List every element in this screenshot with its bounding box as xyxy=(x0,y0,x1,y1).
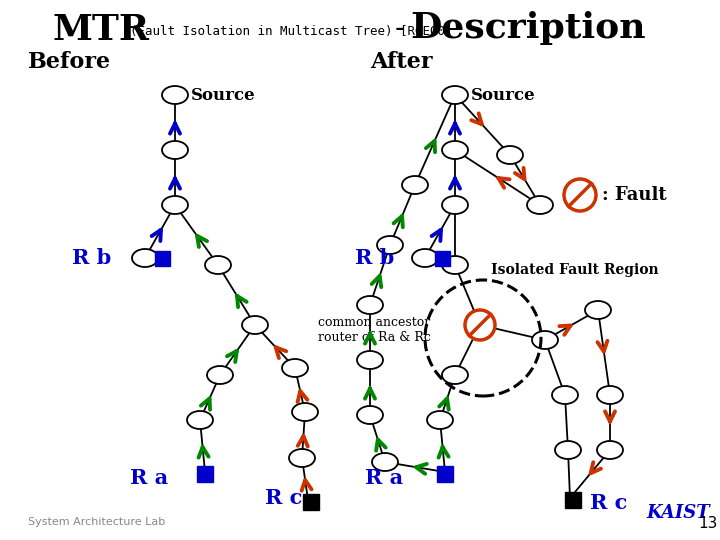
Text: Isolated Fault Region: Isolated Fault Region xyxy=(491,263,659,277)
Text: R b: R b xyxy=(72,248,112,268)
Ellipse shape xyxy=(162,141,188,159)
Ellipse shape xyxy=(555,441,581,459)
Text: -: - xyxy=(395,15,414,43)
Circle shape xyxy=(465,310,495,340)
Bar xyxy=(565,492,581,508)
Ellipse shape xyxy=(402,176,428,194)
Text: 13: 13 xyxy=(698,516,717,531)
Bar xyxy=(197,466,213,482)
Text: After: After xyxy=(370,51,433,73)
Ellipse shape xyxy=(442,366,468,384)
Ellipse shape xyxy=(242,316,268,334)
Ellipse shape xyxy=(412,249,438,267)
Ellipse shape xyxy=(357,296,383,314)
Text: R c: R c xyxy=(265,488,302,508)
Ellipse shape xyxy=(442,196,468,214)
Text: System Architecture Lab: System Architecture Lab xyxy=(28,517,166,527)
Ellipse shape xyxy=(527,196,553,214)
Ellipse shape xyxy=(357,406,383,424)
Text: MTR: MTR xyxy=(52,13,149,47)
Text: R b: R b xyxy=(355,248,395,268)
Ellipse shape xyxy=(207,366,233,384)
Ellipse shape xyxy=(292,403,318,421)
Ellipse shape xyxy=(162,86,188,104)
Ellipse shape xyxy=(497,146,523,164)
Text: KAIST: KAIST xyxy=(646,504,710,522)
Ellipse shape xyxy=(597,441,623,459)
Text: common ancestor
router of Ra & Rc: common ancestor router of Ra & Rc xyxy=(318,316,431,344)
Ellipse shape xyxy=(427,411,453,429)
Ellipse shape xyxy=(357,351,383,369)
Ellipse shape xyxy=(187,411,213,429)
Ellipse shape xyxy=(552,386,578,404)
Ellipse shape xyxy=(442,256,468,274)
Ellipse shape xyxy=(289,449,315,467)
Text: (Fault Isolation in Multicast Tree) [RGE00]: (Fault Isolation in Multicast Tree) [RGE… xyxy=(130,24,452,37)
Ellipse shape xyxy=(597,386,623,404)
Ellipse shape xyxy=(282,359,308,377)
Text: Source: Source xyxy=(471,86,536,104)
Text: R c: R c xyxy=(590,493,627,513)
Text: : Fault: : Fault xyxy=(602,186,667,204)
Text: R a: R a xyxy=(130,468,168,488)
Ellipse shape xyxy=(205,256,231,274)
Ellipse shape xyxy=(585,301,611,319)
Bar xyxy=(303,494,319,510)
Bar xyxy=(437,466,453,482)
Text: Description: Description xyxy=(410,11,646,45)
Bar xyxy=(155,251,169,266)
Ellipse shape xyxy=(162,196,188,214)
Circle shape xyxy=(564,179,596,211)
Text: Before: Before xyxy=(28,51,111,73)
Ellipse shape xyxy=(442,141,468,159)
Ellipse shape xyxy=(377,236,403,254)
Bar xyxy=(434,251,449,266)
Ellipse shape xyxy=(132,249,158,267)
Ellipse shape xyxy=(372,453,398,471)
Text: R a: R a xyxy=(365,468,403,488)
Ellipse shape xyxy=(532,331,558,349)
Ellipse shape xyxy=(442,86,468,104)
Text: Source: Source xyxy=(191,86,256,104)
